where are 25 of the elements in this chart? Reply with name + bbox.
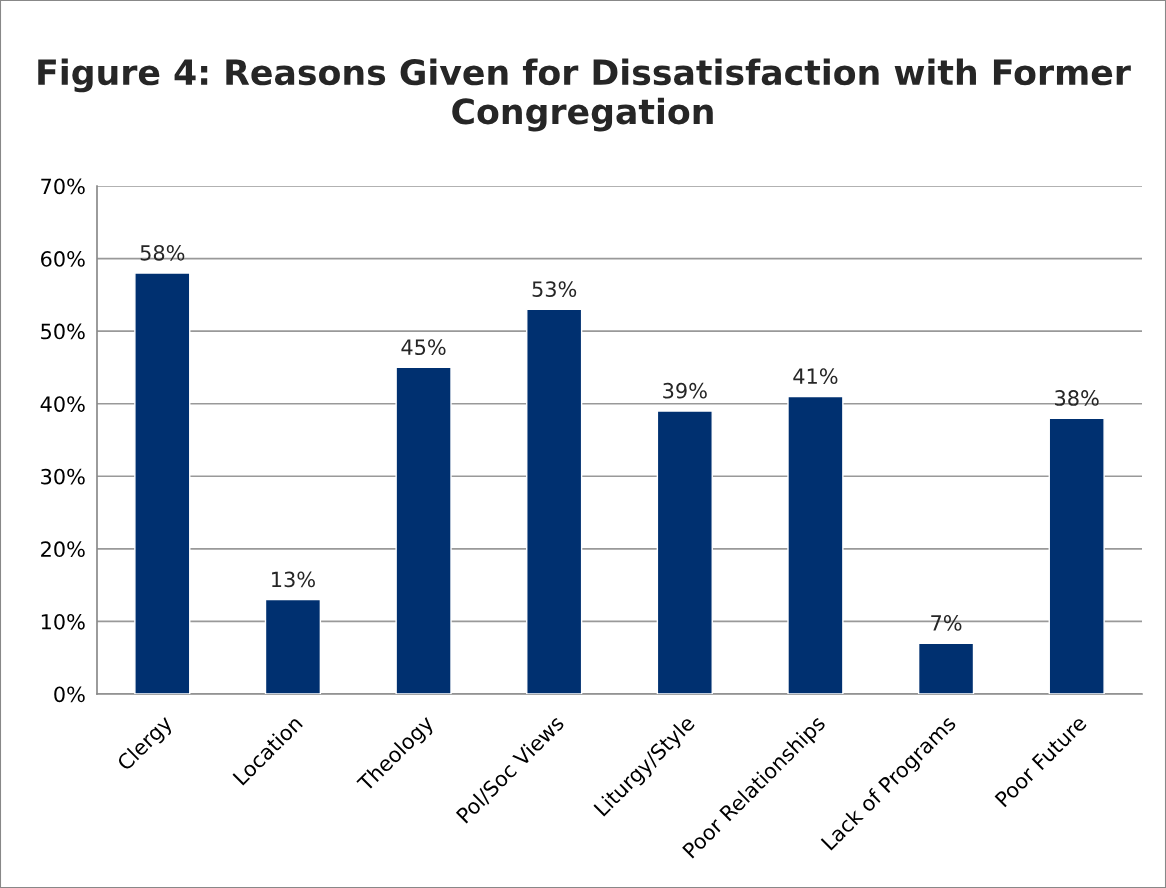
- chart-title: Figure 4: Reasons Given for Dissatisfaction with Former Congregation: [38, 58, 1131, 132]
- bar: [395, 366, 452, 694]
- bar: [1048, 417, 1105, 694]
- y-tick-label: 30%: [41, 468, 85, 485]
- data-label: 38%: [1055, 390, 1099, 406]
- data-label: 41%: [793, 368, 838, 385]
- y-tick-label: 10%: [41, 613, 85, 630]
- data-label: 58%: [140, 244, 185, 261]
- data-label: 7%: [931, 615, 962, 631]
- bar: [264, 598, 322, 694]
- data-label: 45%: [401, 339, 446, 356]
- bar: [134, 272, 191, 694]
- data-label: 13%: [272, 571, 315, 588]
- data-label: 39%: [663, 382, 707, 399]
- y-tick-label: 0%: [54, 686, 85, 703]
- y-tick-label: 60%: [41, 251, 85, 267]
- bar: [787, 395, 844, 694]
- bar: [917, 642, 975, 694]
- y-tick-label: 50%: [41, 323, 85, 340]
- data-label: 53%: [532, 281, 577, 297]
- bar: [656, 410, 713, 694]
- bar: [526, 308, 583, 694]
- y-tick-label: 20%: [41, 541, 85, 558]
- y-tick-label: 70%: [41, 178, 85, 195]
- y-tick-label: 40%: [40, 396, 85, 412]
